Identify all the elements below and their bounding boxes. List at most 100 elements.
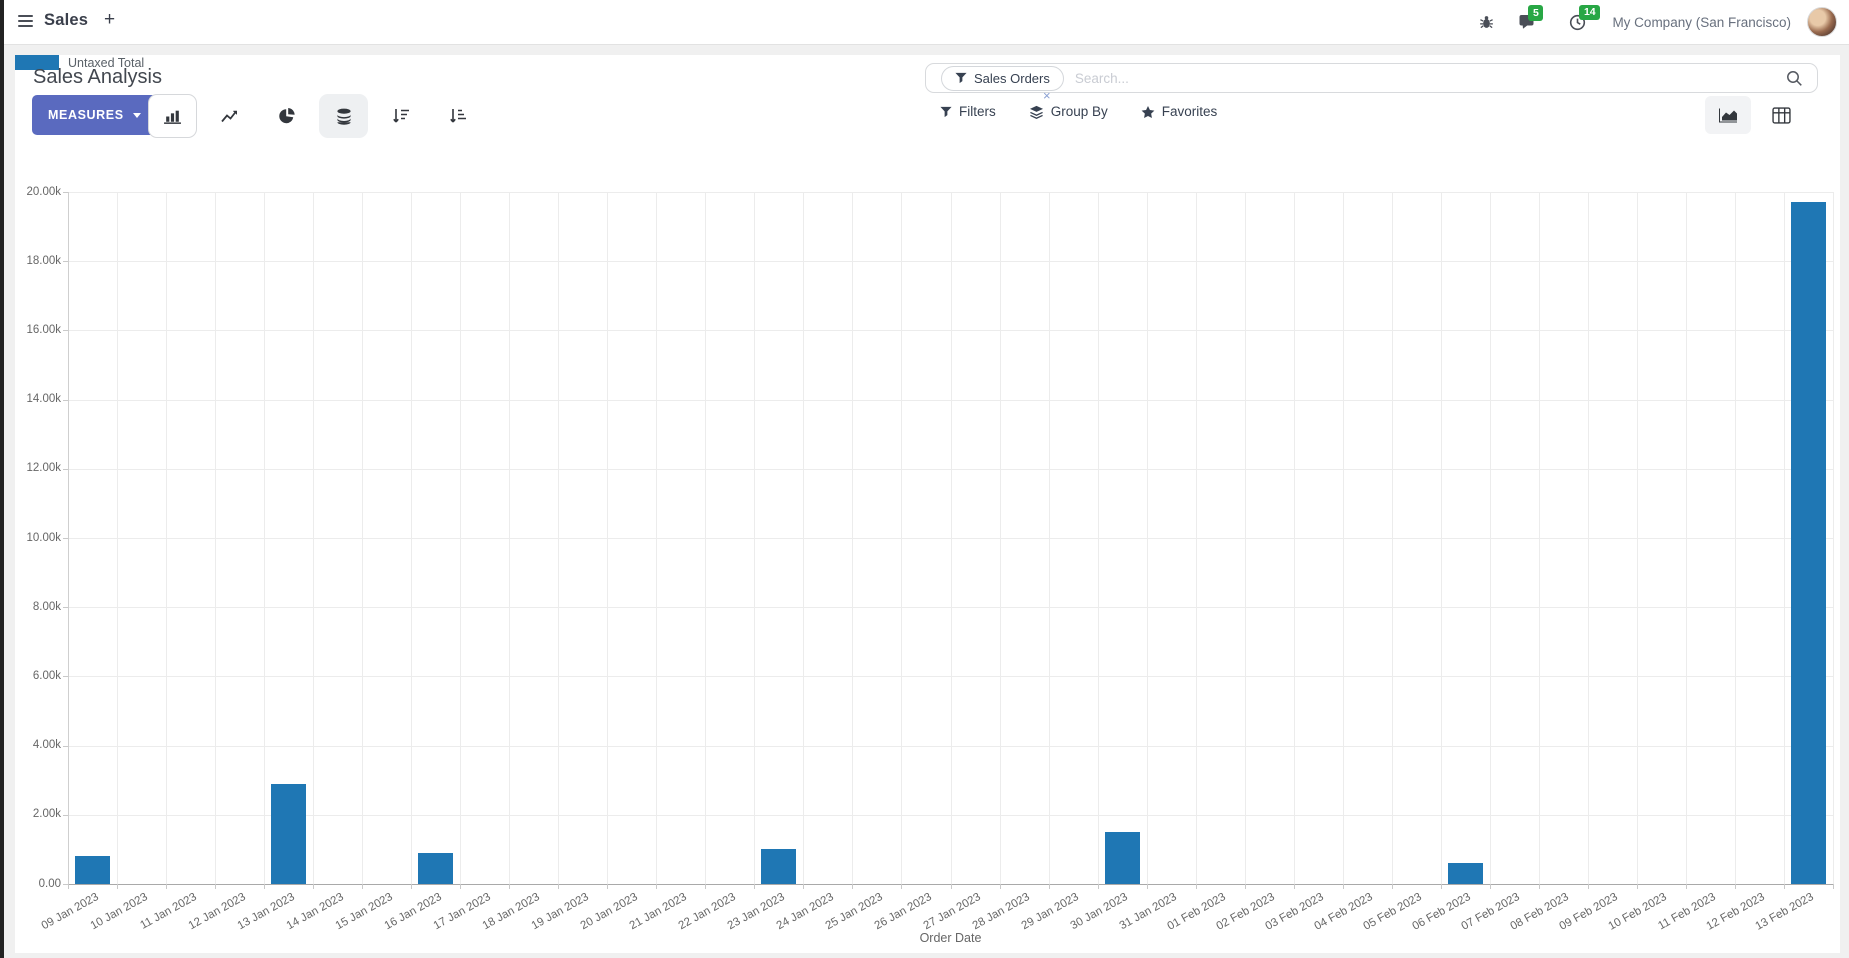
x-gridline [1244,192,1246,884]
x-tick [362,884,364,889]
group-by-button[interactable]: Group By [1029,104,1108,119]
y-tick [63,884,68,885]
bar-chart: 0.00 2.00k 4.00k 6.00k 8.00k 10.00k 12.00k 14.0… [15,55,1840,953]
bar[interactable] [1104,832,1140,884]
x-gridline [852,192,854,884]
x-gridline [1391,192,1393,884]
x-gridline [1146,192,1148,884]
x-gridline [460,192,462,884]
y-tick [63,192,68,193]
filters-button[interactable]: Filters [940,104,996,119]
activities-clock-icon[interactable]: 14 [1569,4,1601,31]
x-tick [117,884,119,889]
facet-remove-icon[interactable]: × [1043,88,1051,103]
x-tick [1440,884,1442,889]
x-tick [1734,884,1736,889]
x-tick [1685,884,1687,889]
line-chart-button[interactable] [205,94,254,138]
x-gridline [1734,192,1736,884]
x-gridline [607,192,609,884]
bar[interactable] [418,852,454,884]
y-tick [63,399,68,401]
pivot-view-button[interactable] [1758,96,1804,134]
x-gridline [166,192,168,884]
x-gridline [362,192,364,884]
y-tick-label: 2.00k [32,808,61,821]
chart-legend[interactable]: Untaxed Total [15,55,1840,70]
x-tick [68,884,69,889]
user-avatar[interactable] [1807,7,1837,37]
search-icon[interactable] [1786,70,1803,87]
x-gridline [1636,192,1638,884]
messages-icon[interactable]: 5 [1518,5,1544,30]
apps-menu-icon[interactable] [18,15,33,28]
x-gridline [656,192,658,884]
x-gridline [1685,192,1687,884]
new-tab-button[interactable]: + [104,9,116,30]
x-tick [950,884,952,889]
filter-funnel-icon [955,72,967,84]
app-name[interactable]: Sales [44,11,89,29]
x-tick [607,884,609,889]
x-tick [1146,884,1148,889]
x-tick [1195,884,1197,889]
x-gridline [411,192,413,884]
y-tick-label: 0.00 [38,877,61,890]
search-menus: Filters Group By Favorites [940,104,1217,119]
x-tick [1244,884,1246,889]
y-tick [63,330,68,332]
top-navbar: Sales + 5 14 [4,0,1849,45]
company-switcher[interactable]: My Company (San Francisco) [1612,14,1791,30]
x-gridline [117,192,119,884]
debug-bug-icon[interactable] [1479,14,1494,30]
y-tick [63,261,68,263]
x-gridline [1342,192,1344,884]
x-tick [1833,884,1834,889]
x-gridline [754,192,756,884]
x-tick [558,884,560,889]
x-tick [901,884,903,889]
x-gridline [901,192,903,884]
x-gridline [558,192,560,884]
measures-button[interactable]: MEASURES [32,95,157,135]
x-gridline [68,192,69,884]
y-tick-label: 14.00k [26,393,61,406]
x-tick [1489,884,1491,889]
bar[interactable] [1447,863,1483,884]
activities-count-badge: 14 [1579,4,1601,21]
search-bar[interactable]: Sales Orders [925,63,1818,93]
bar[interactable] [761,849,797,884]
y-tick-label: 6.00k [32,669,61,682]
bar[interactable] [75,856,110,884]
legend-label: Untaxed Total [68,55,145,70]
bar[interactable] [271,783,307,884]
sort-ascending-button[interactable] [433,94,482,138]
x-gridline [1293,192,1295,884]
x-gridline [1440,192,1442,884]
x-tick [1048,884,1050,889]
x-tick [1587,884,1589,889]
search-facet-sales-orders[interactable]: Sales Orders [941,65,1064,91]
x-tick [264,884,266,889]
page-title: Sales Analysis [33,66,162,88]
x-gridline [1783,192,1785,884]
x-gridline [950,192,952,884]
sort-descending-button[interactable] [376,94,425,138]
x-gridline [313,192,315,884]
x-tick [1293,884,1295,889]
favorites-button[interactable]: Favorites [1141,104,1217,119]
y-tick-label: 16.00k [26,323,61,336]
screen-left-edge [0,0,4,958]
bar-chart-button[interactable] [148,94,197,138]
search-input[interactable] [1072,69,1786,87]
messages-count-badge: 5 [1528,5,1544,21]
y-tick [63,607,68,609]
y-tick [63,468,68,470]
pie-chart-button[interactable] [262,94,311,138]
graph-view-button[interactable] [1705,96,1751,134]
bar[interactable] [1790,202,1826,884]
x-gridline [509,192,511,884]
stacked-toggle-button[interactable] [319,94,368,138]
x-gridline [264,192,266,884]
x-tick [999,884,1001,889]
